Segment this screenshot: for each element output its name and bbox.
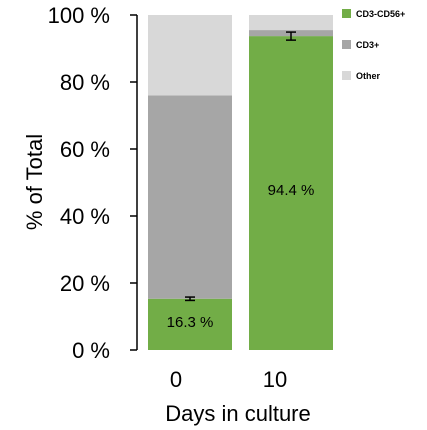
legend-item-cd3-cd56-: CD3-CD56+ [342, 9, 405, 19]
data-label-day-10: 94.4 % [268, 182, 315, 199]
y-tick-label: 80 % [60, 70, 110, 95]
y-tick-label: 0 % [72, 338, 110, 363]
legend: CD3-CD56+ CD3+ Other [342, 9, 405, 81]
legend-swatch [342, 71, 351, 80]
x-tick-label: 10 [263, 367, 287, 392]
legend-label: CD3+ [356, 40, 379, 50]
y-tick-label: 20 % [60, 271, 110, 296]
error-bar-day-0 [185, 296, 195, 302]
x-tick-label: 0 [170, 367, 182, 392]
data-label-day-0: 16.3 % [167, 314, 214, 331]
x-axis-ticks: 0 10 [170, 367, 287, 392]
legend-item-cd3-: CD3+ [342, 40, 379, 50]
bar-other-day-10 [249, 15, 333, 31]
data-labels-group: 16.3 % 94.4 % [167, 182, 315, 331]
error-bar-day-10 [286, 31, 296, 41]
y-tick-label: 60 % [60, 137, 110, 162]
legend-swatch [342, 9, 351, 18]
bar-other-day-0 [148, 15, 232, 96]
bar-cd3-cd56--day-0 [148, 298, 232, 350]
bar-cd3-cd56--day-10 [249, 36, 333, 350]
y-tick-label: 100 % [48, 3, 110, 28]
y-axis-ticks: 0 % 20 % 40 % 60 % 80 % 100 % [48, 3, 137, 363]
bars-group [148, 15, 333, 350]
legend-swatch [342, 40, 351, 49]
x-axis-label: Days in culture [165, 401, 311, 426]
y-axis-label: % of Total [22, 134, 47, 230]
y-tick-label: 40 % [60, 204, 110, 229]
legend-label: Other [356, 71, 381, 81]
legend-item-other: Other [342, 71, 381, 81]
error-bars-group [185, 31, 296, 302]
legend-label: CD3-CD56+ [356, 9, 405, 19]
bar-cd3--day-0 [148, 95, 232, 299]
